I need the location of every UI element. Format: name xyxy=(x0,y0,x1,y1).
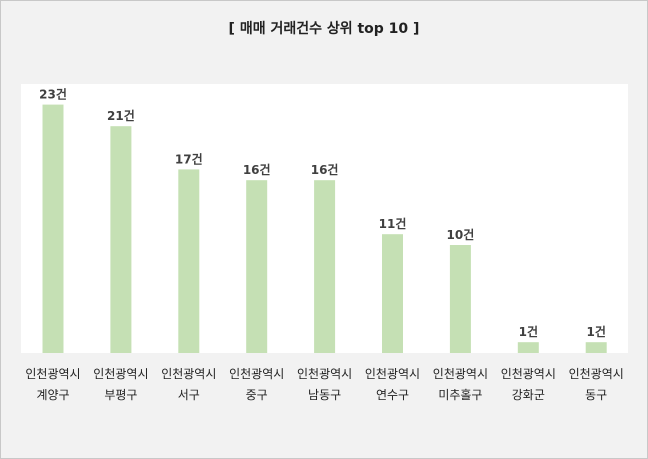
category-label-2-line-0: 인천광역시 xyxy=(161,366,216,381)
category-label-0-line-0: 인천광역시 xyxy=(25,366,80,381)
category-label-6-line-0: 인천광역시 xyxy=(433,366,488,381)
bar-6 xyxy=(449,245,471,353)
category-label-5-line-0: 인천광역시 xyxy=(365,366,420,381)
data-label-1: 21건 xyxy=(107,108,135,123)
category-label-2-line-1: 서구 xyxy=(178,388,200,402)
category-label-4-line-1: 남동구 xyxy=(308,388,341,402)
category-label-4-line-0: 인천광역시 xyxy=(297,366,352,381)
data-label-7: 1건 xyxy=(519,324,538,339)
data-label-5: 11건 xyxy=(379,216,407,231)
category-label-8-line-1: 동구 xyxy=(585,388,607,402)
category-label-5-line-1: 연수구 xyxy=(376,388,409,402)
chart-title: [ 매매 거래건수 상위 top 10 ] xyxy=(228,21,420,37)
category-label-0-line-1: 계양구 xyxy=(36,388,69,402)
category-label-8-line-0: 인천광역시 xyxy=(569,366,624,381)
category-label-6-line-1: 미추홀구 xyxy=(438,388,482,402)
data-label-6: 10건 xyxy=(447,227,475,242)
data-label-4: 16건 xyxy=(311,162,339,177)
category-label-7-line-1: 강화군 xyxy=(512,388,545,402)
category-label-3-line-0: 인천광역시 xyxy=(229,366,284,381)
category-label-1-line-1: 부평구 xyxy=(104,388,137,402)
category-label-7-line-0: 인천광역시 xyxy=(501,366,556,381)
bar-4 xyxy=(314,180,336,353)
bar-0 xyxy=(42,104,64,353)
data-label-3: 16건 xyxy=(243,162,271,177)
data-label-8: 1건 xyxy=(587,324,606,339)
bar-1 xyxy=(110,126,132,353)
bar-7 xyxy=(517,342,539,353)
data-label-0: 23건 xyxy=(39,87,67,102)
bar-2 xyxy=(178,169,200,353)
bar-5 xyxy=(382,234,403,353)
category-label-3-line-1: 중구 xyxy=(246,388,268,402)
bar-3 xyxy=(246,180,268,353)
bar-8 xyxy=(585,342,607,353)
data-label-2: 17건 xyxy=(175,151,203,166)
category-label-1-line-0: 인천광역시 xyxy=(93,366,148,381)
